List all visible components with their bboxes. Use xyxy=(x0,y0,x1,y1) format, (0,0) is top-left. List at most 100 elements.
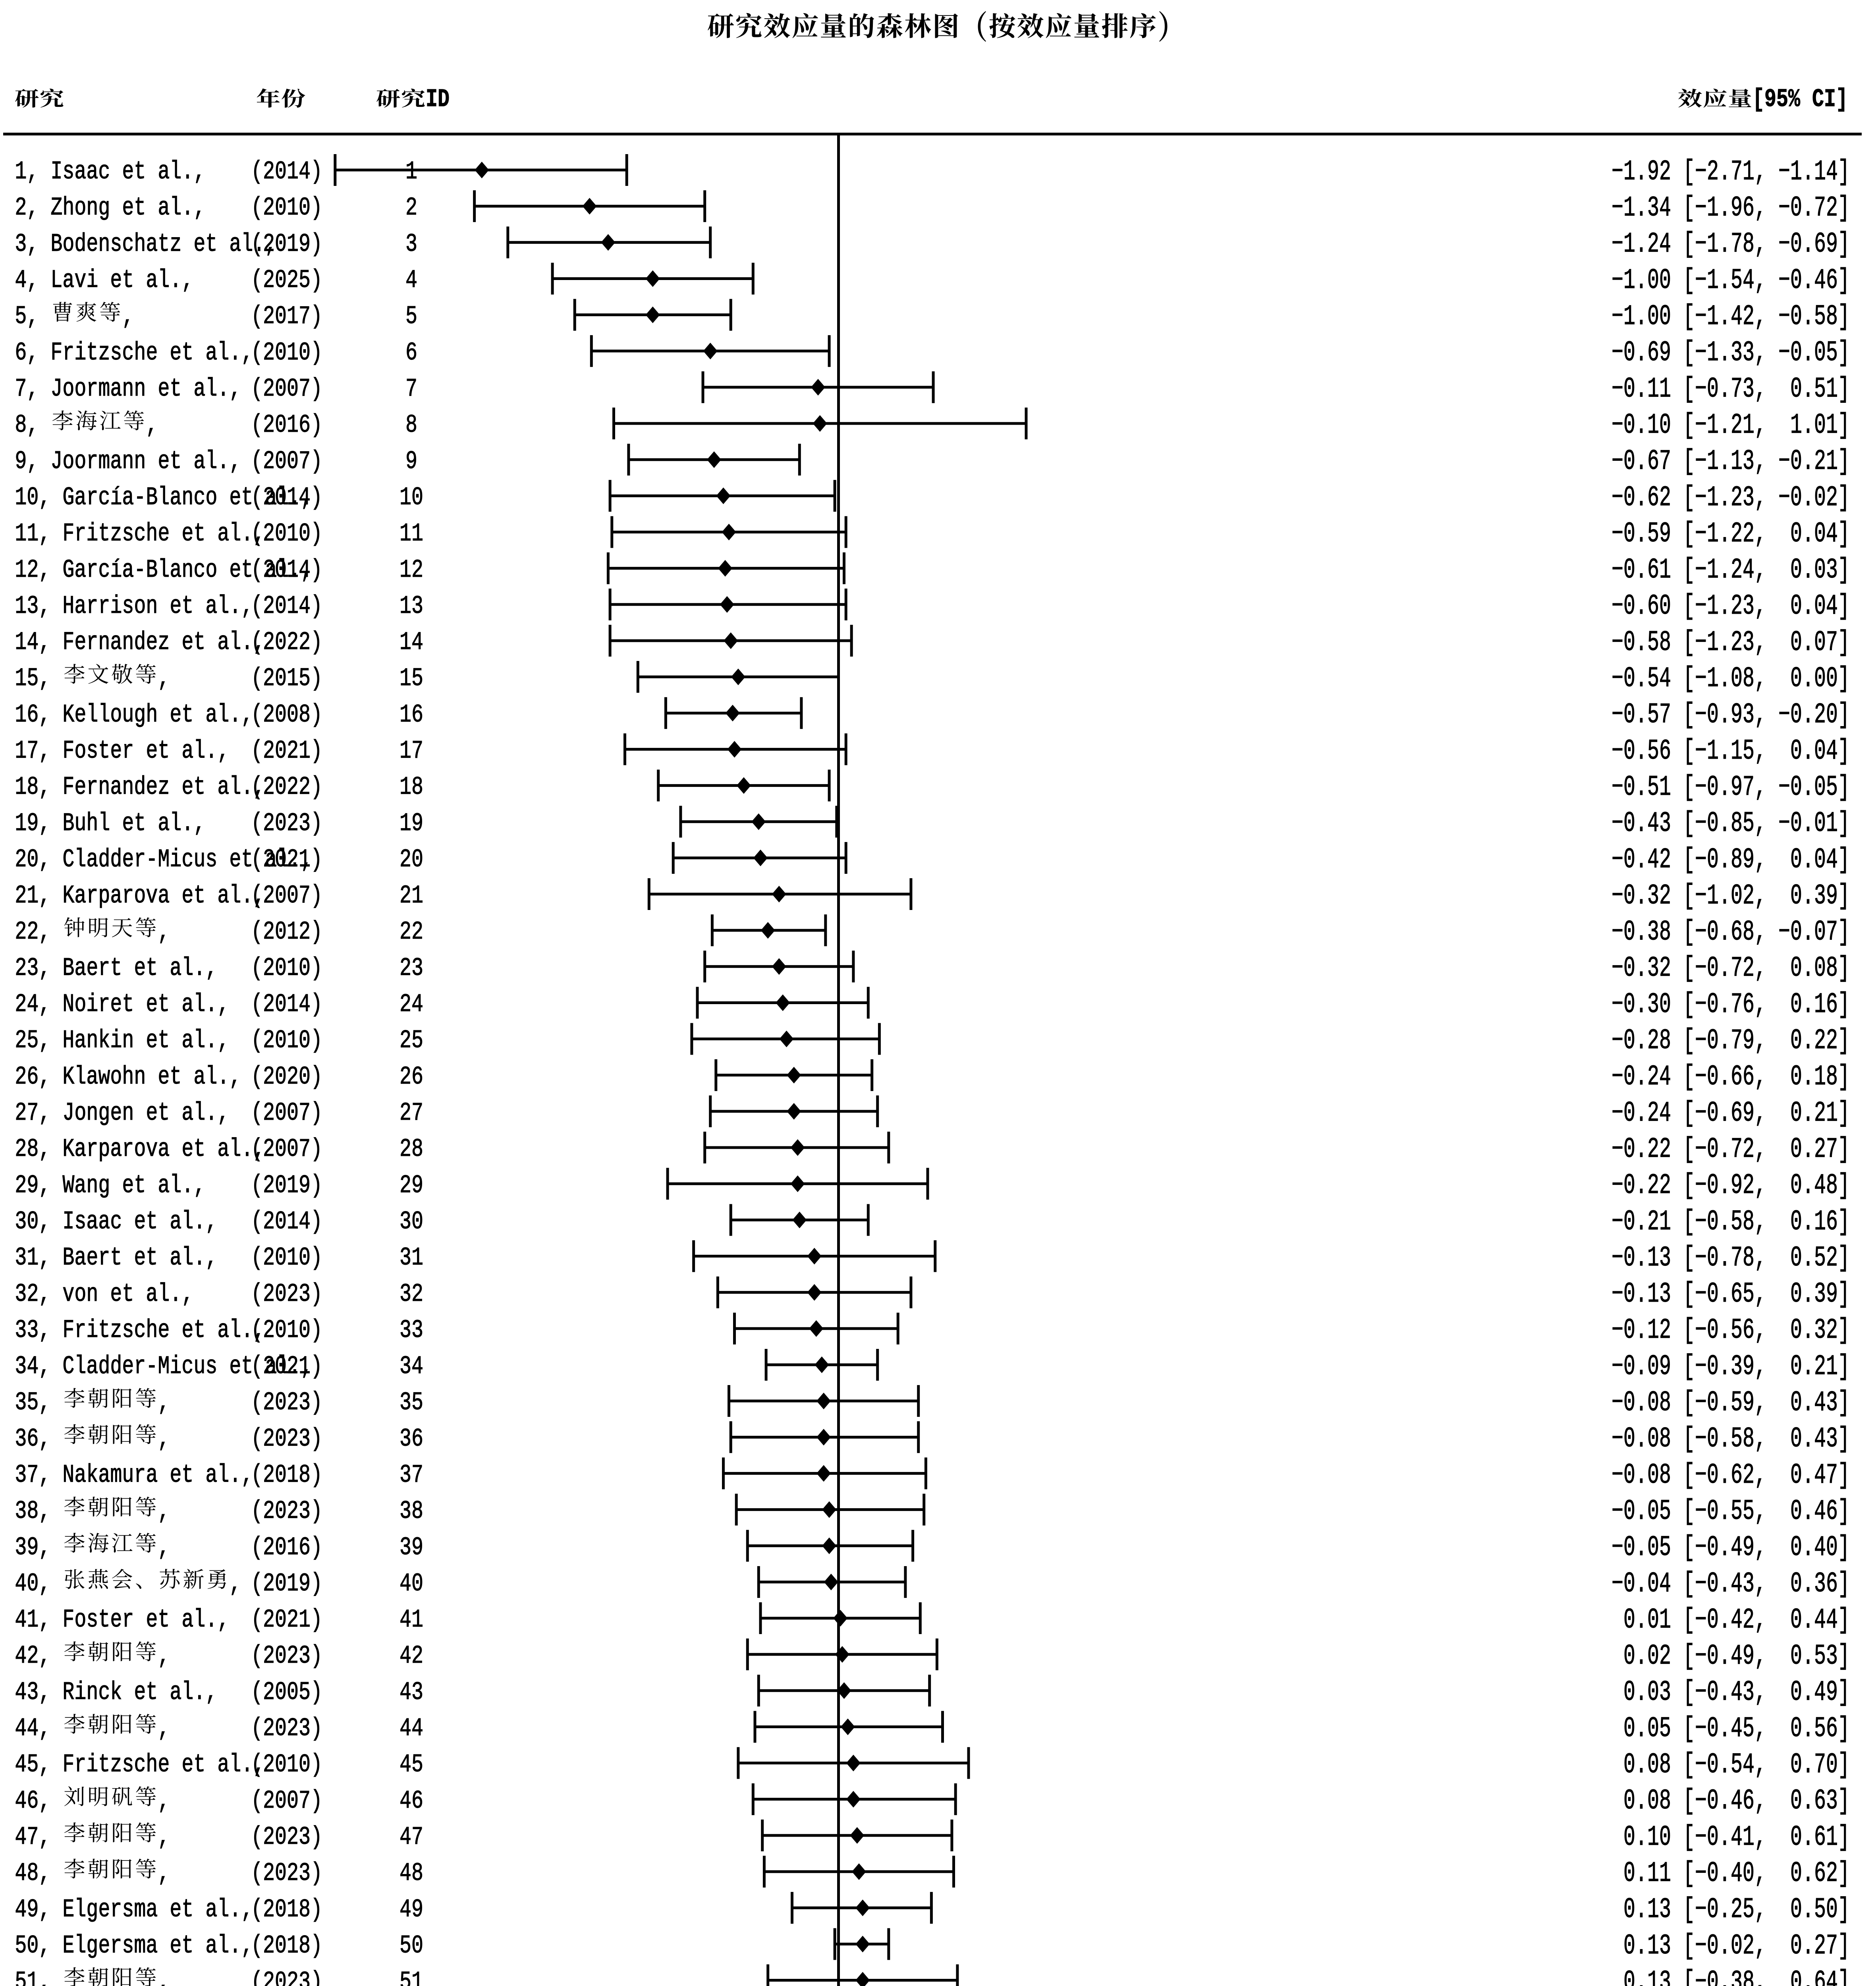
svg-text:−0.13 [−0.78, 0.52]: −0.13 [−0.78, 0.52] xyxy=(1612,1242,1850,1274)
svg-text:14: 14 xyxy=(400,628,423,657)
svg-text:(2010): (2010) xyxy=(251,194,322,222)
svg-text:−0.08 [−0.58, 0.43]: −0.08 [−0.58, 0.43] xyxy=(1612,1424,1850,1455)
svg-text:23: 23 xyxy=(400,954,423,983)
svg-text:−0.28 [−0.79, 0.22]: −0.28 [−0.79, 0.22] xyxy=(1612,1025,1850,1057)
svg-text:10, García-Blanco et al.,: 10, García-Blanco et al., xyxy=(15,483,313,512)
svg-text:35,: 35, xyxy=(15,1389,62,1417)
svg-text:(2023): (2023) xyxy=(251,1389,322,1417)
svg-text:0.13 [−0.38, 0.64]: 0.13 [−0.38, 0.64] xyxy=(1612,1967,1850,1986)
svg-text:−0.24 [−0.66, 0.18]: −0.24 [−0.66, 0.18] xyxy=(1612,1061,1850,1093)
svg-text:15,: 15, xyxy=(15,665,62,693)
svg-text:4, Lavi et al.,: 4, Lavi et al., xyxy=(15,267,193,295)
svg-text:28, Karparova et al.,: 28, Karparova et al., xyxy=(15,1135,265,1164)
svg-text:31: 31 xyxy=(400,1244,423,1273)
svg-text:16, Kellough et al.,: 16, Kellough et al., xyxy=(15,701,253,729)
svg-text:(2010): (2010) xyxy=(251,339,322,367)
svg-text:33: 33 xyxy=(400,1316,423,1345)
svg-text:(2012): (2012) xyxy=(251,918,322,947)
svg-text:,: , xyxy=(158,918,170,947)
svg-text:22,: 22, xyxy=(15,918,62,947)
svg-text:31, Baert et al.,: 31, Baert et al., xyxy=(15,1244,217,1273)
svg-text:,: , xyxy=(146,411,158,440)
svg-text:32, von et al.,: 32, von et al., xyxy=(15,1280,193,1309)
svg-text:(2014): (2014) xyxy=(251,158,322,186)
svg-text:0.08 [−0.54, 0.70]: 0.08 [−0.54, 0.70] xyxy=(1612,1749,1850,1781)
svg-text:35: 35 xyxy=(400,1389,423,1417)
svg-text:10: 10 xyxy=(400,483,423,512)
svg-text:0.01 [−0.42, 0.44]: 0.01 [−0.42, 0.44] xyxy=(1612,1604,1850,1636)
svg-text:−0.69 [−1.33, −0.05]: −0.69 [−1.33, −0.05] xyxy=(1612,337,1850,369)
svg-text:(2015): (2015) xyxy=(251,665,322,693)
svg-text:,: , xyxy=(158,665,170,693)
svg-text:,: , xyxy=(158,1389,170,1417)
svg-text:32: 32 xyxy=(400,1280,423,1309)
svg-text:(2021): (2021) xyxy=(251,737,322,766)
svg-text:27, Jongen et al.,: 27, Jongen et al., xyxy=(15,1099,229,1128)
svg-text:47,: 47, xyxy=(15,1823,62,1852)
svg-text:(2010): (2010) xyxy=(251,1316,322,1345)
svg-text:38: 38 xyxy=(400,1497,423,1526)
svg-text:40,: 40, xyxy=(15,1570,62,1598)
svg-text:−0.10 [−1.21, 1.01]: −0.10 [−1.21, 1.01] xyxy=(1612,410,1850,442)
svg-text:(2010): (2010) xyxy=(251,1751,322,1779)
svg-text:44,: 44, xyxy=(15,1715,62,1743)
svg-text:−0.62 [−1.23, −0.02]: −0.62 [−1.23, −0.02] xyxy=(1612,482,1850,514)
svg-text:−0.30 [−0.76, 0.16]: −0.30 [−0.76, 0.16] xyxy=(1612,989,1850,1021)
svg-text:5: 5 xyxy=(405,303,417,331)
svg-text:(2023): (2023) xyxy=(251,1859,322,1888)
svg-text:,: , xyxy=(158,1823,170,1852)
svg-text:(2023): (2023) xyxy=(251,1497,322,1526)
svg-text:(2022): (2022) xyxy=(251,628,322,657)
svg-text:−0.38 [−0.68, −0.07]: −0.38 [−0.68, −0.07] xyxy=(1612,917,1850,949)
svg-text:,: , xyxy=(158,1642,170,1671)
svg-text:−0.24 [−0.69, 0.21]: −0.24 [−0.69, 0.21] xyxy=(1612,1097,1850,1129)
svg-text:(2020): (2020) xyxy=(251,1063,322,1092)
svg-text:(2023): (2023) xyxy=(251,1280,322,1309)
svg-text:−0.60 [−1.23, 0.04]: −0.60 [−1.23, 0.04] xyxy=(1612,591,1850,622)
svg-text:50: 50 xyxy=(400,1932,423,1961)
svg-text:29, Wang et al.,: 29, Wang et al., xyxy=(15,1171,205,1200)
svg-text:11: 11 xyxy=(400,520,423,549)
svg-text:33, Fritzsche et al.,: 33, Fritzsche et al., xyxy=(15,1316,265,1345)
svg-text:29: 29 xyxy=(400,1171,423,1200)
svg-text:−0.67 [−1.13, −0.21]: −0.67 [−1.13, −0.21] xyxy=(1612,446,1850,478)
svg-text:8: 8 xyxy=(405,411,417,440)
svg-text:20: 20 xyxy=(400,846,423,874)
svg-text:−0.13 [−0.65, 0.39]: −0.13 [−0.65, 0.39] xyxy=(1612,1279,1850,1310)
svg-text:39,: 39, xyxy=(15,1534,62,1562)
svg-text:24: 24 xyxy=(400,991,423,1019)
svg-text:40: 40 xyxy=(400,1570,423,1598)
svg-text:,: , xyxy=(158,1968,170,1986)
svg-text:−1.34 [−1.96, −0.72]: −1.34 [−1.96, −0.72] xyxy=(1612,193,1850,224)
svg-text:7, Joormann et al.,: 7, Joormann et al., xyxy=(15,375,241,404)
svg-text:,: , xyxy=(158,1534,170,1562)
svg-text:18: 18 xyxy=(400,773,423,802)
svg-text:−0.56 [−1.15, 0.04]: −0.56 [−1.15, 0.04] xyxy=(1612,736,1850,767)
svg-text:−0.58 [−1.23, 0.07]: −0.58 [−1.23, 0.07] xyxy=(1612,627,1850,659)
svg-text:43: 43 xyxy=(400,1678,423,1707)
svg-text:−0.57 [−0.93, −0.20]: −0.57 [−0.93, −0.20] xyxy=(1612,699,1850,731)
svg-text:,: , xyxy=(158,1859,170,1888)
svg-text:0.11 [−0.40, 0.62]: 0.11 [−0.40, 0.62] xyxy=(1612,1858,1850,1889)
svg-text:49: 49 xyxy=(400,1895,423,1924)
svg-text:1, Isaac et al.,: 1, Isaac et al., xyxy=(15,158,205,186)
svg-text:(2018): (2018) xyxy=(251,1932,322,1961)
svg-text:21, Karparova et al.,: 21, Karparova et al., xyxy=(15,882,265,910)
svg-text:(2023): (2023) xyxy=(251,1823,322,1852)
svg-text:5,: 5, xyxy=(15,303,50,331)
svg-text:22: 22 xyxy=(400,918,423,947)
svg-text:2: 2 xyxy=(405,194,417,222)
svg-text:(2019): (2019) xyxy=(251,1570,322,1598)
svg-text:51: 51 xyxy=(400,1968,423,1986)
svg-text:(2007): (2007) xyxy=(251,447,322,476)
svg-text:(2018): (2018) xyxy=(251,1895,322,1924)
svg-text:−0.08 [−0.59, 0.43]: −0.08 [−0.59, 0.43] xyxy=(1612,1387,1850,1419)
svg-text:(2007): (2007) xyxy=(251,1099,322,1128)
svg-text:0.05 [−0.45, 0.56]: 0.05 [−0.45, 0.56] xyxy=(1612,1713,1850,1745)
svg-text:(2010): (2010) xyxy=(251,520,322,549)
svg-text:−0.21 [−0.58, 0.16]: −0.21 [−0.58, 0.16] xyxy=(1612,1206,1850,1238)
svg-text:34, Cladder-Micus et al.,: 34, Cladder-Micus et al., xyxy=(15,1352,313,1381)
svg-text:−0.32 [−1.02, 0.39]: −0.32 [−1.02, 0.39] xyxy=(1612,880,1850,912)
svg-text:26: 26 xyxy=(400,1063,423,1092)
svg-text:17: 17 xyxy=(400,737,423,766)
